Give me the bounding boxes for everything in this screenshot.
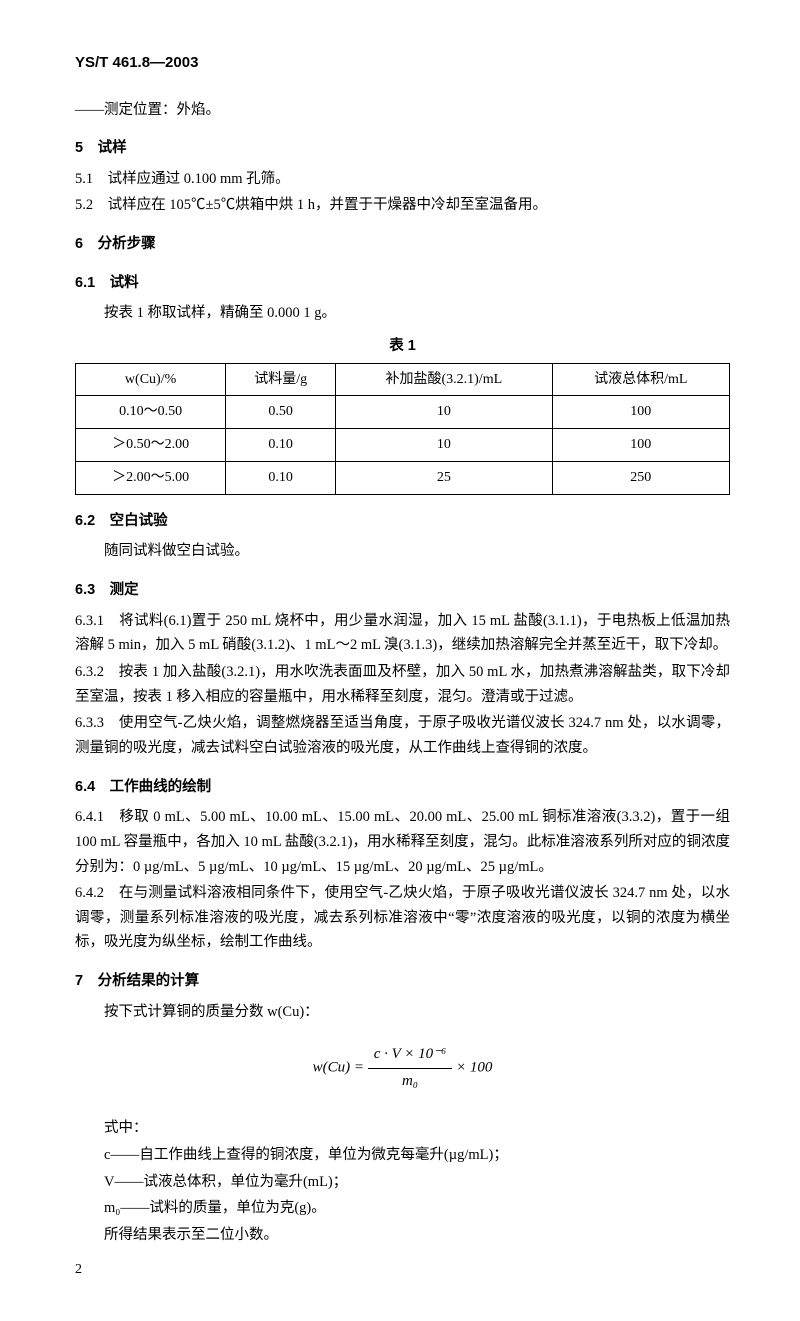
def-m: m₀——试料的质量，单位为克(g)。 [104, 1196, 730, 1221]
col-wcu: w(Cu)/% [76, 363, 226, 396]
measure-position-line: ——测定位置：外焰。 [75, 98, 730, 123]
table-row: ＞2.00～5.00 0.10 25 250 [76, 462, 730, 495]
result-note: 所得结果表示至二位小数。 [104, 1223, 730, 1248]
col-total-vol: 试液总体积/mL [552, 363, 730, 396]
clause-6-4-1: 6.4.1 移取 0 mL、5.00 mL、10.00 mL、15.00 mL、… [75, 805, 730, 879]
clause-6-2-title: 6.2 空白试验 [75, 509, 730, 534]
formula-wcu: w(Cu) = c · V × 10⁻⁶ m₀ × 100 [75, 1042, 730, 1094]
col-sample-mass: 试料量/g [226, 363, 336, 396]
clause-6-4-2: 6.4.2 在与测量试料溶液相同条件下，使用空气-乙炔火焰，于原子吸收光谱仪波长… [75, 881, 730, 955]
table-row: ＞0.50～2.00 0.10 10 100 [76, 429, 730, 462]
clause-6-4-title: 6.4 工作曲线的绘制 [75, 775, 730, 800]
clause-6-2-text: 随同试料做空白试验。 [75, 539, 730, 564]
clause-5-2: 5.2 试样应在 105℃±5℃烘箱中烘 1 h，并置于干燥器中冷却至室温备用。 [75, 193, 730, 218]
section-7-intro: 按下式计算铜的质量分数 w(Cu)： [75, 1000, 730, 1025]
formula-lhs: w(Cu) [313, 1060, 351, 1076]
table-row: 0.10～0.50 0.50 10 100 [76, 396, 730, 429]
clause-6-1-text: 按表 1 称取试样，精确至 0.000 1 g。 [75, 301, 730, 326]
formula-denominator: m₀ [368, 1069, 453, 1095]
col-hcl: 补加盐酸(3.2.1)/mL [336, 363, 552, 396]
formula-fraction: c · V × 10⁻⁶ m₀ [368, 1042, 453, 1094]
section-5-title: 5 试样 [75, 136, 730, 161]
def-c: c——自工作曲线上查得的铜浓度，单位为微克每毫升(µg/mL)； [104, 1143, 730, 1168]
section-6-title: 6 分析步骤 [75, 232, 730, 257]
clause-6-1-title: 6.1 试料 [75, 271, 730, 296]
page-number: 2 [75, 1258, 730, 1282]
table-1-title: 表 1 [75, 334, 730, 359]
clause-6-3-title: 6.3 测定 [75, 578, 730, 603]
where-label: 式中： [75, 1116, 730, 1141]
formula-tail: × 100 [456, 1060, 492, 1076]
clause-6-3-1: 6.3.1 将试料(6.1)置于 250 mL 烧杯中，用少量水润湿，加入 15… [75, 609, 730, 658]
formula-numerator: c · V × 10⁻⁶ [368, 1042, 453, 1069]
clause-5-1: 5.1 试样应通过 0.100 mm 孔筛。 [75, 167, 730, 192]
table-header-row: w(Cu)/% 试料量/g 补加盐酸(3.2.1)/mL 试液总体积/mL [76, 363, 730, 396]
clause-6-3-2: 6.3.2 按表 1 加入盐酸(3.2.1)，用水吹洗表面皿及杯壁，加入 50 … [75, 660, 730, 709]
standard-code: YS/T 461.8—2003 [75, 50, 730, 76]
def-v: V——试液总体积，单位为毫升(mL)； [104, 1170, 730, 1195]
section-7-title: 7 分析结果的计算 [75, 969, 730, 994]
table-1: w(Cu)/% 试料量/g 补加盐酸(3.2.1)/mL 试液总体积/mL 0.… [75, 363, 730, 495]
clause-6-3-3: 6.3.3 使用空气-乙炔火焰，调整燃烧器至适当角度，于原子吸收光谱仪波长 32… [75, 711, 730, 760]
